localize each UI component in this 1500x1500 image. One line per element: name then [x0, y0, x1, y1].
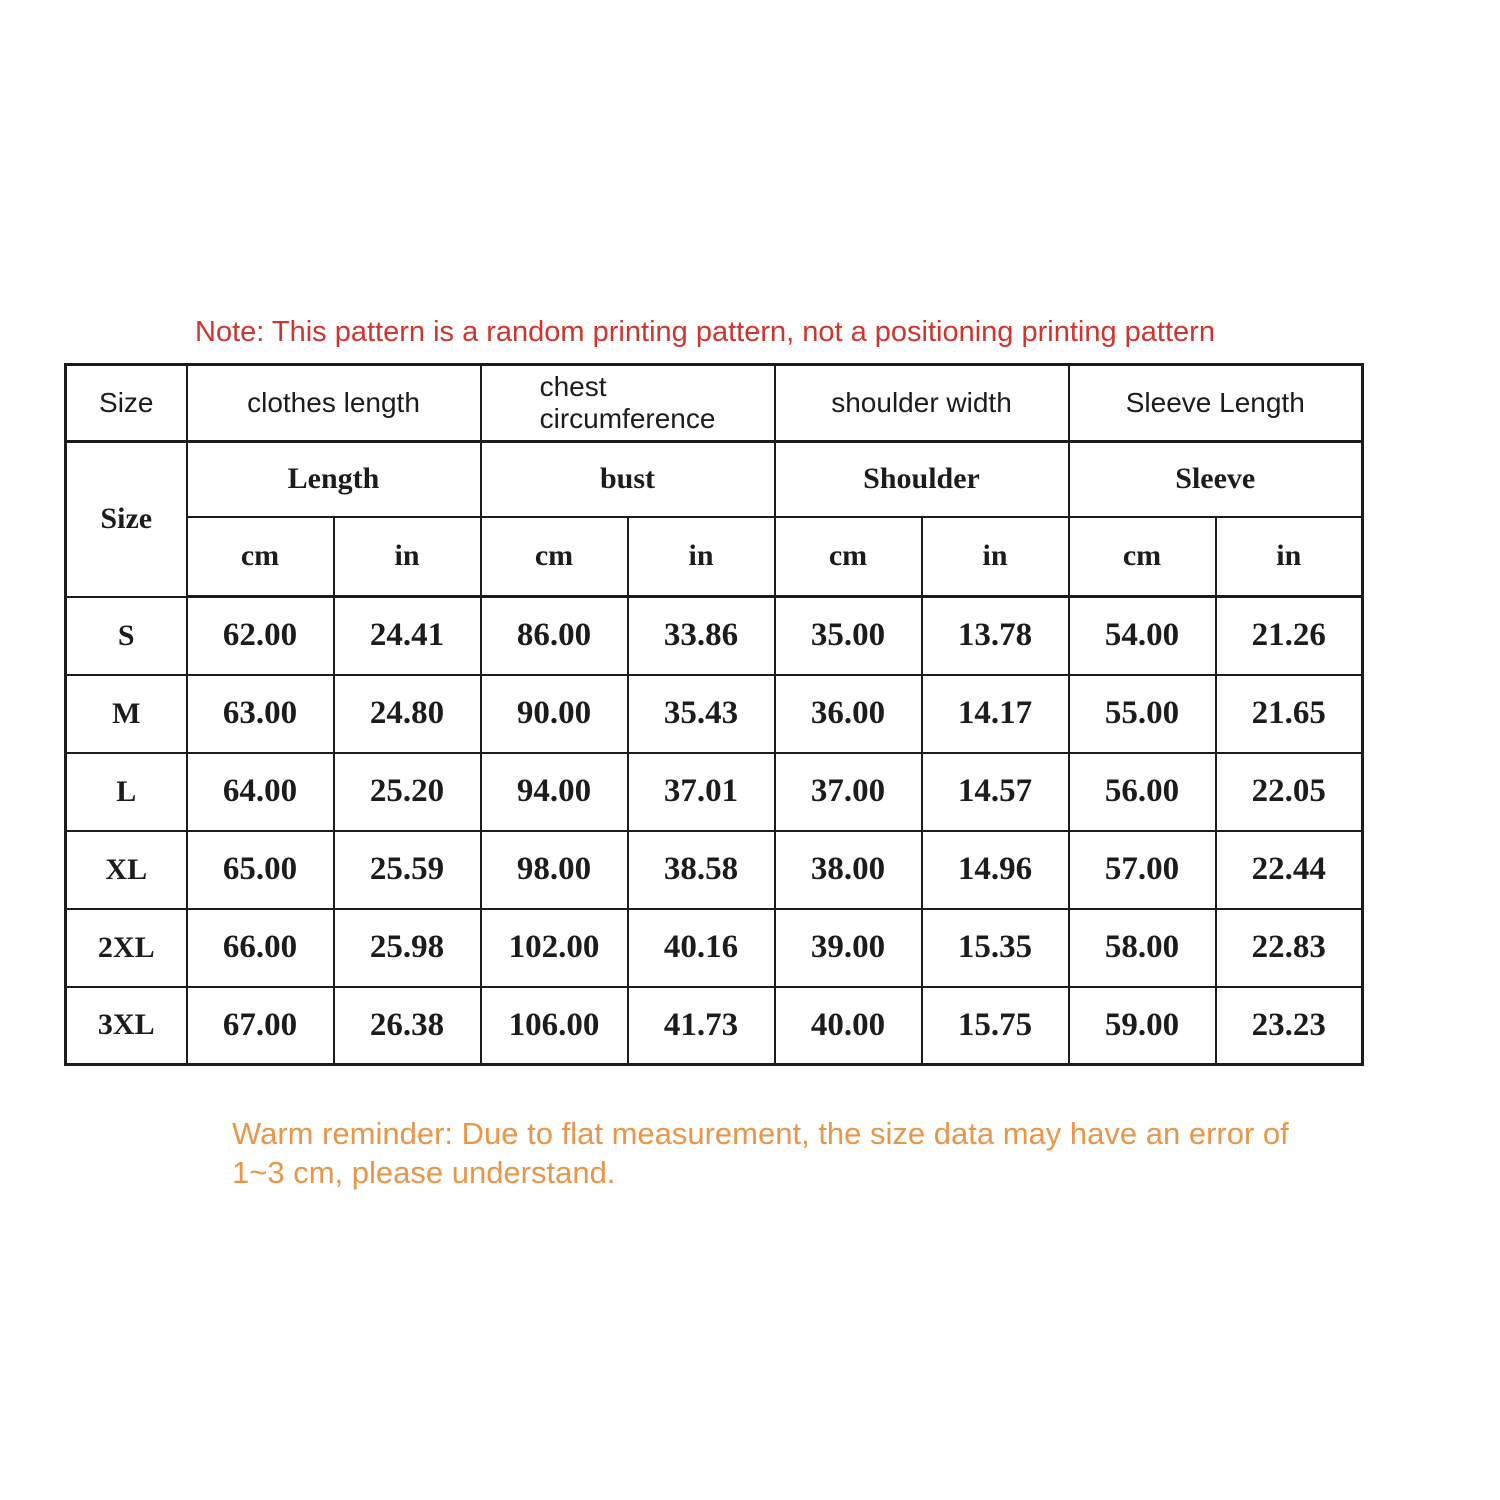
size-cell: M [64, 673, 188, 754]
value-cell: 56.00 [1067, 751, 1217, 832]
unit-cell: cm [479, 515, 629, 598]
unit-cell: cm [1067, 515, 1217, 598]
size-table-header: Size clothes length chest circumference … [64, 363, 1364, 598]
value-cell: 59.00 [1067, 985, 1217, 1066]
table-row: 3XL 67.00 26.38 106.00 41.73 40.00 15.75 59.00 2… [64, 985, 1364, 1066]
size-cell: 2XL [64, 907, 188, 988]
value-cell: 38.58 [626, 829, 776, 910]
value-cell: 65.00 [185, 829, 335, 910]
size-cell: XL [64, 829, 188, 910]
value-cell: 14.17 [920, 673, 1070, 754]
header-shoulder-width: shoulder width [773, 363, 1070, 443]
value-cell: 25.59 [332, 829, 482, 910]
group-header-bust: bust [479, 440, 776, 518]
header-chest-circumference: chest circumference [479, 363, 776, 443]
table-row: M 63.00 24.80 90.00 35.43 36.00 14.17 55.00 21.6… [64, 673, 1364, 754]
value-cell: 90.00 [479, 673, 629, 754]
group-header-length: Length [185, 440, 482, 518]
header-sleeve-length: Sleeve Length [1067, 363, 1364, 443]
header-size: Size [64, 363, 188, 443]
value-cell: 94.00 [479, 751, 629, 832]
size-table-body: S 62.00 24.41 86.00 33.86 35.00 13.78 54.00 21.2… [64, 595, 1364, 1066]
group-header-shoulder: Shoulder [773, 440, 1070, 518]
value-cell: 22.83 [1214, 907, 1364, 988]
value-cell: 67.00 [185, 985, 335, 1066]
header-chest-line1: chest [539, 370, 607, 402]
value-cell: 33.86 [626, 595, 776, 676]
value-cell: 15.75 [920, 985, 1070, 1066]
value-cell: 14.96 [920, 829, 1070, 910]
group-header-row: Size Length bust Shoulder Sleeve [64, 440, 1364, 598]
size-cell: S [64, 595, 188, 676]
unit-header-row: cm in cm in cm in cm in [66, 515, 1364, 598]
header-chest-line2: circumference [539, 403, 716, 434]
size-cell: L [64, 751, 188, 832]
size-cell: 3XL [64, 985, 188, 1066]
value-cell: 22.44 [1214, 829, 1364, 910]
unit-cell: in [920, 515, 1070, 598]
value-cell: 21.26 [1214, 595, 1364, 676]
value-cell: 86.00 [479, 595, 629, 676]
value-cell: 98.00 [479, 829, 629, 910]
value-cell: 40.00 [773, 985, 923, 1066]
value-cell: 41.73 [626, 985, 776, 1066]
value-cell: 25.98 [332, 907, 482, 988]
value-cell: 55.00 [1067, 673, 1217, 754]
value-cell: 35.43 [626, 673, 776, 754]
value-cell: 66.00 [185, 907, 335, 988]
random-print-note: Note: This pattern is a random printing … [195, 316, 1215, 348]
table-row: L 64.00 25.20 94.00 37.01 37.00 14.57 56.00 22.0… [64, 751, 1364, 832]
value-cell: 62.00 [185, 595, 335, 676]
value-cell: 24.41 [332, 595, 482, 676]
value-cell: 14.57 [920, 751, 1070, 832]
value-cell: 37.00 [773, 751, 923, 832]
value-cell: 37.01 [626, 751, 776, 832]
value-cell: 26.38 [332, 985, 482, 1066]
value-cell: 22.05 [1214, 751, 1364, 832]
value-cell: 63.00 [185, 673, 335, 754]
unit-cell: in [626, 515, 776, 598]
table-row: S 62.00 24.41 86.00 33.86 35.00 13.78 54.00 21.2… [64, 595, 1364, 676]
value-cell: 25.20 [332, 751, 482, 832]
size-table: Size clothes length chest circumference … [64, 363, 1365, 1066]
table-row: 2XL 66.00 25.98 102.00 40.16 39.00 15.35 58.00 2… [64, 907, 1364, 988]
table-row: XL 65.00 25.59 98.00 38.58 38.00 14.96 57.00 22.… [64, 829, 1364, 910]
value-cell: 35.00 [773, 595, 923, 676]
value-cell: 38.00 [773, 829, 923, 910]
table-header-row: Size clothes length chest circumference … [64, 363, 1364, 443]
value-cell: 57.00 [1067, 829, 1217, 910]
value-cell: 21.65 [1214, 673, 1364, 754]
warm-reminder-note: Warm reminder: Due to flat measurement, … [232, 1116, 1289, 1190]
value-cell: 58.00 [1067, 907, 1217, 988]
value-cell: 64.00 [185, 751, 335, 832]
unit-cell: in [1214, 515, 1364, 598]
group-header-sleeve: Sleeve [1067, 440, 1364, 518]
value-cell: 23.23 [1214, 985, 1364, 1066]
unit-cell: cm [185, 515, 335, 598]
value-cell: 40.16 [626, 907, 776, 988]
value-cell: 106.00 [479, 985, 629, 1066]
value-cell: 13.78 [920, 595, 1070, 676]
value-cell: 36.00 [773, 673, 923, 754]
value-cell: 39.00 [773, 907, 923, 988]
value-cell: 102.00 [479, 907, 629, 988]
unit-cell: in [332, 515, 482, 598]
unit-cell: cm [773, 515, 923, 598]
group-header-size: Size [64, 440, 188, 598]
value-cell: 54.00 [1067, 595, 1217, 676]
value-cell: 24.80 [332, 673, 482, 754]
header-clothes-length: clothes length [185, 363, 482, 443]
value-cell: 15.35 [920, 907, 1070, 988]
